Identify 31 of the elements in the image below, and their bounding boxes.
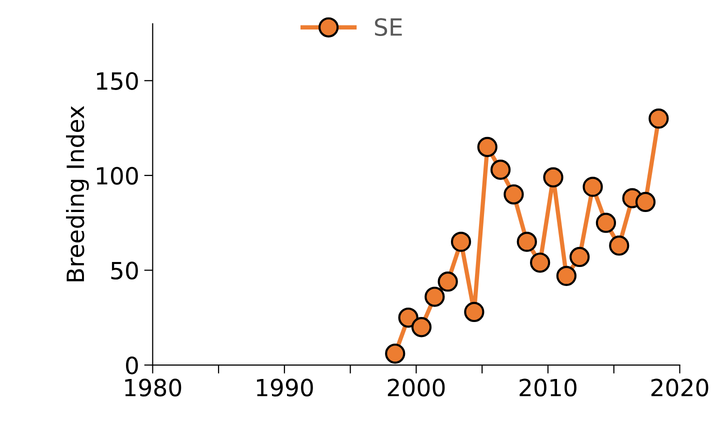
point	[570, 246, 590, 268]
point	[411, 317, 432, 338]
point	[530, 252, 550, 273]
point	[385, 344, 406, 364]
y-axis-title: Breeding Index	[66, 106, 89, 282]
point	[424, 286, 445, 307]
y-tick-label: 50	[111, 262, 138, 280]
point	[464, 302, 484, 322]
x-tick-label: 2020	[651, 378, 708, 397]
legend-label: SE	[374, 18, 402, 36]
point	[635, 192, 656, 212]
y-tick-label: 0	[126, 356, 138, 374]
point	[556, 266, 576, 286]
point	[504, 184, 524, 204]
point	[490, 160, 511, 180]
point	[648, 108, 669, 129]
point	[477, 136, 498, 158]
point	[516, 232, 537, 252]
x-tick-label: 1990	[256, 378, 313, 397]
point	[609, 236, 630, 256]
point	[450, 232, 472, 252]
x-tick-label: 2000	[388, 378, 445, 397]
x-tick-label: 2010	[520, 378, 576, 397]
point	[596, 212, 616, 233]
x-tick-label: 1980	[125, 378, 182, 397]
point	[543, 167, 564, 188]
y-tick-label: 100	[97, 166, 138, 185]
point	[582, 176, 603, 197]
y-tick-label: 150	[97, 72, 138, 90]
point	[438, 272, 458, 292]
point	[398, 308, 418, 328]
